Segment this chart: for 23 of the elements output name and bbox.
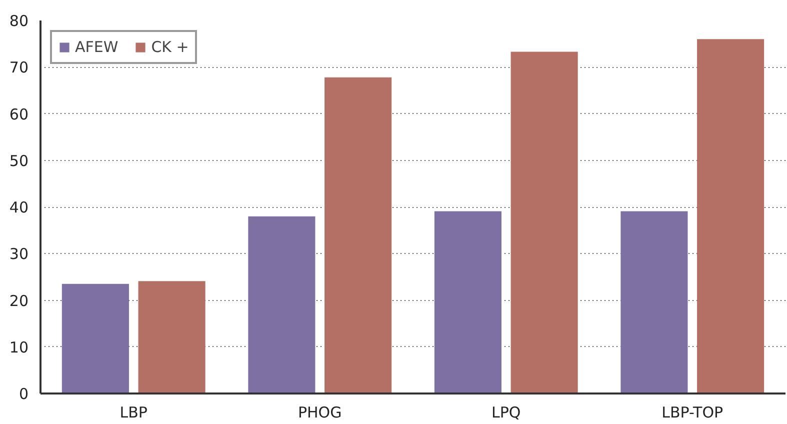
- x-tick-label: LBP: [120, 404, 148, 422]
- bar: [434, 211, 502, 394]
- y-tick-label: 30: [9, 245, 29, 264]
- y-tick-label: 50: [9, 152, 29, 170]
- legend-label: AFEW: [75, 38, 118, 56]
- x-tick-label: PHOG: [298, 404, 342, 422]
- y-tick-label: 10: [9, 338, 29, 356]
- y-tick-label: 20: [9, 292, 29, 310]
- y-tick-label: 60: [9, 105, 29, 124]
- bar: [620, 211, 688, 394]
- bar: [324, 77, 392, 394]
- y-tick-label: 70: [9, 58, 29, 77]
- bar: [697, 39, 764, 394]
- bar: [138, 281, 206, 394]
- bar: [248, 216, 316, 394]
- y-tick-label: 80: [9, 12, 29, 30]
- x-tick-label: LPQ: [492, 404, 521, 422]
- bar: [62, 284, 129, 394]
- legend-label: CK +: [151, 38, 189, 56]
- y-tick-label: 0: [18, 385, 29, 403]
- bar: [510, 52, 578, 394]
- x-tick-label: LBP-TOP: [662, 404, 724, 422]
- y-tick-label: 40: [9, 198, 29, 216]
